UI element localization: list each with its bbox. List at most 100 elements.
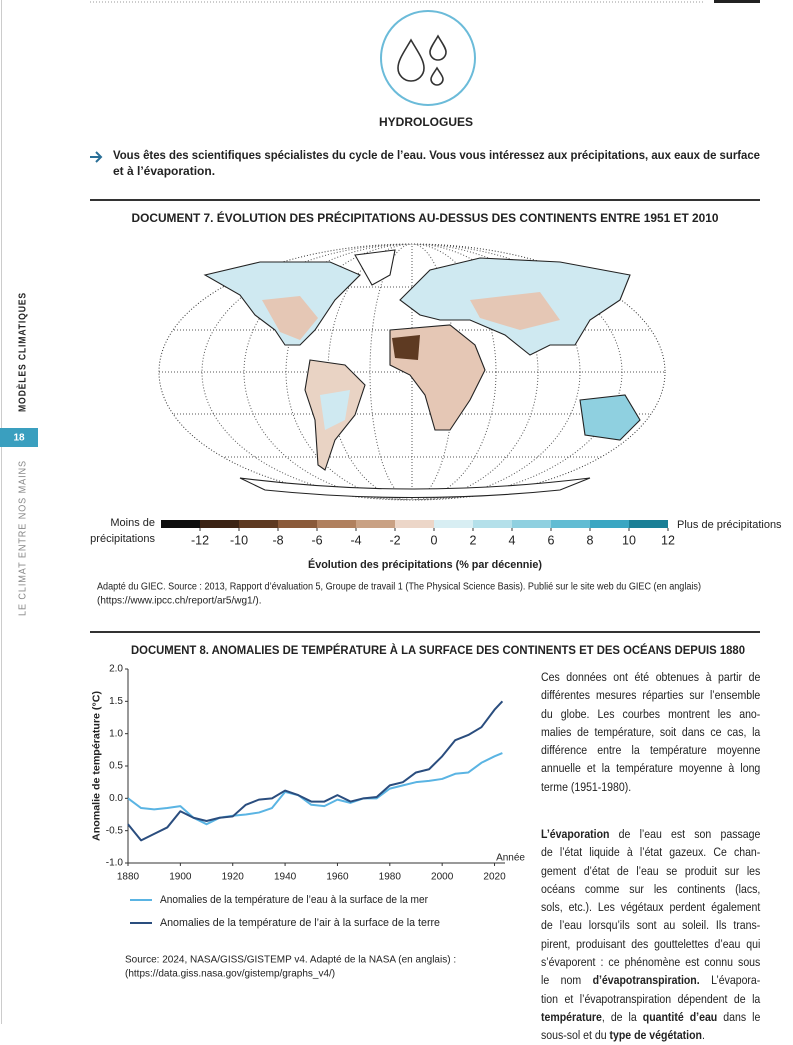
y-tick-label: 0.0 — [109, 793, 123, 804]
text-line: de l’eau lorsqu’ils sont au soleil. Ils … — [541, 916, 760, 934]
book-title: LE CLIMAT ENTRE NOS MAINS — [18, 460, 29, 616]
text-run: tion et l’évapotranspiration dépendent d… — [541, 991, 761, 1006]
section-label: MODÈLES CLIMATIQUES — [16, 292, 29, 412]
text-line: tion et l’évapotranspiration dépendent d… — [541, 990, 760, 1008]
text-run: le nom — [541, 973, 593, 988]
text-line: annuelle et la température moyenne à lon… — [541, 761, 761, 776]
colorbar-tick-label: -4 — [350, 533, 361, 547]
source-text: (https://data.giss.nasa.gov/gistemp/grap… — [125, 969, 335, 980]
colorbar-tick-label: -10 — [230, 533, 248, 547]
text-run: océans comme sur les continents (lacs, — [541, 881, 761, 896]
x-tick-label: 1960 — [326, 872, 349, 883]
text-run: , de la — [601, 1009, 643, 1024]
x-tick-label: 1920 — [222, 872, 245, 883]
colorbar-tick-label: 6 — [548, 533, 555, 547]
colorbar-tick-label: -6 — [311, 533, 322, 547]
y-tick-label: 1.5 — [109, 696, 123, 707]
bold-text: quantité d’eau — [642, 1009, 718, 1024]
text-line: température, de la quantité d’eau dans l… — [541, 1008, 760, 1026]
colorbar-tick-label: 8 — [587, 533, 594, 547]
text-line: le nom d’évapotranspiration. L’évapora- — [541, 971, 760, 989]
source-text: Adapté du GIEC. Source : 2013, Rapport d… — [97, 582, 701, 593]
source-text: Source: 2024, NASA/GISS/GISTEMP v4. Adap… — [125, 955, 456, 966]
legend-label: Anomalies de la température de l’air à l… — [160, 917, 440, 929]
text-line: L’évaporation de l’eau est son passage — [541, 825, 760, 843]
colorbar-segment — [434, 520, 473, 528]
text-line: gement d’état de l’eau se produit sur le… — [541, 862, 760, 880]
text-run: sous-sol et du — [541, 1028, 610, 1043]
document-title: DOCUMENT 7. ÉVOLUTION DES PRÉCIPITATIONS… — [132, 210, 719, 225]
colorbar-tick-label: -12 — [191, 533, 209, 547]
colorbar-tick-label: 12 — [661, 533, 675, 547]
text-run: . — [701, 1028, 705, 1043]
colorbar-segment — [317, 520, 356, 528]
text-line: océans comme sur les continents (lacs, — [541, 880, 760, 898]
x-tick-label: 2000 — [431, 872, 454, 883]
text-run: L’évapora- — [699, 973, 761, 988]
x-tick-label: 1940 — [274, 872, 297, 883]
text-line: sols, etc.). Les végétaux perdent égalem… — [541, 898, 760, 916]
colorbar-segment — [278, 520, 317, 528]
page-graphics: MODÈLES CLIMATIQUES 18 LE CLIMAT ENTRE NOS… — [0, 0, 782, 1024]
arrow-icon — [90, 151, 103, 163]
intro-text: et à l’évaporation. — [113, 164, 215, 178]
document-title: DOCUMENT 8. ANOMALIES DE TEMPÉRATURE À L… — [131, 642, 745, 657]
colorbar-tick-label: -8 — [272, 533, 283, 547]
text-run: gement d’état de l’eau se produit sur le… — [541, 863, 761, 878]
x-tick-label: 2020 — [483, 872, 506, 883]
colorbar-tick-label: 4 — [509, 533, 516, 547]
text-line: différentes mesures réparties sur l’ense… — [541, 688, 761, 703]
colorbar-left-label: Moins de — [110, 517, 155, 529]
colorbar-segment — [200, 520, 239, 528]
hydrology-icon — [380, 10, 476, 106]
source-text: (https://www.ipcc.ch/report/ar5/wg1/). — [97, 596, 262, 607]
bold-text: type de végétation — [609, 1028, 702, 1043]
top-tab — [714, 0, 760, 3]
colorbar-segment — [551, 520, 590, 528]
intro-text: Vous êtes des scientifiques spécialistes… — [113, 148, 760, 162]
colorbar-segment — [356, 520, 395, 528]
text-line: différence entre la température moyenne — [541, 743, 761, 758]
paragraph: Ces données ont été obtenues à partir de… — [541, 668, 760, 796]
y-axis-label: Anomalie de température (°C) — [92, 691, 103, 841]
colorbar-left-label: précipitations — [90, 533, 155, 545]
y-tick-label: 0.5 — [109, 761, 123, 772]
text-run: de l’eau lorsqu’ils sont au soleil. Ils … — [541, 918, 761, 933]
precipitation-map — [158, 243, 666, 501]
colorbar-segment — [629, 520, 668, 528]
text-line: de l’état liquide à l’état gazeux. Ce ch… — [541, 843, 760, 861]
bold-text: température — [541, 1009, 602, 1024]
colorbar-tick-label: -2 — [389, 533, 400, 547]
colorbar-segment — [395, 520, 434, 528]
colorbar-segment — [512, 520, 551, 528]
data-line — [127, 700, 504, 842]
text-line: terme (1951-1980). — [541, 779, 632, 794]
text-line: malies de température, soit dans ce cas,… — [541, 724, 761, 739]
colorbar-segment — [473, 520, 512, 528]
text-run: de l’eau est son passage — [609, 827, 761, 841]
x-axis-label: Année — [496, 853, 525, 864]
text-line: pirent, produisant des gouttelettes d’ea… — [541, 935, 760, 953]
x-tick-label: 1880 — [117, 872, 140, 883]
y-tick-label: -1.0 — [106, 858, 124, 869]
x-tick-label: 1900 — [169, 872, 192, 883]
colorbar-segment — [161, 520, 200, 528]
colorbar-segment — [590, 520, 629, 528]
colorbar-tick-label: 2 — [470, 533, 477, 547]
colorbar-axis-label: Évolution des précipitations (% par déce… — [308, 558, 542, 571]
text-line: s’évaporent : ce phénomène est connu sou… — [541, 953, 760, 971]
y-tick-label: 1.0 — [109, 728, 123, 739]
text-run: sols, etc.). Les végétaux perdent égalem… — [541, 900, 761, 915]
text-run: s’évaporent : ce phénomène est connu sou… — [541, 955, 761, 970]
bold-text: L’évaporation — [541, 827, 610, 841]
text-run: dans le — [717, 1009, 761, 1024]
bold-text: d’évapotranspiration. — [592, 973, 700, 988]
colorbar-tick-label: 10 — [622, 533, 636, 547]
y-tick-label: 2.0 — [109, 664, 123, 675]
colorbar-right-label: Plus de précipitations — [677, 519, 782, 531]
colorbar-tick-label: 0 — [431, 533, 438, 547]
text-line: sous-sol et du type de végétation. — [541, 1026, 760, 1044]
y-tick-label: -0.5 — [106, 825, 124, 836]
paragraph: L’évaporation de l’eau est son passage de… — [541, 825, 760, 1045]
